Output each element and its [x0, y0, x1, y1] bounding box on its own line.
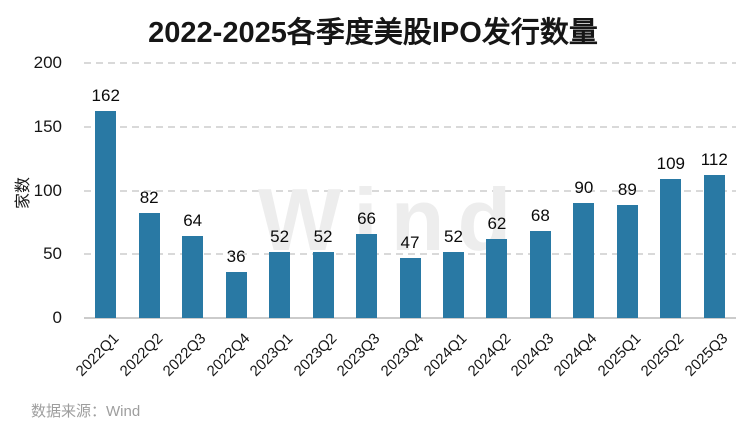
- bar-2025Q2: [660, 179, 682, 318]
- bar-value-label-2024Q3: 68: [530, 206, 550, 226]
- gridline-200: [84, 62, 736, 64]
- bar-2024Q2: [486, 238, 508, 318]
- bar-value-label-2022Q2: 82: [139, 188, 159, 208]
- bar-2022Q3: [182, 236, 204, 318]
- x-tick-label-2024Q3: 2024Q3: [507, 330, 558, 380]
- bar-value-label-2024Q2: 62: [487, 213, 507, 233]
- bar-value-label-2023Q3: 66: [357, 208, 376, 228]
- chart-title: 2022-2025各季度美股IPO发行数量: [148, 17, 598, 49]
- x-tick-label-2024Q4: 2024Q4: [551, 330, 601, 380]
- x-tick-label-2022Q2: 2022Q2: [116, 330, 167, 380]
- bar-2023Q1: [269, 251, 291, 318]
- y-tick-label-100: 100: [33, 180, 62, 200]
- bar-2024Q3: [529, 231, 551, 318]
- x-tick-label-2023Q3: 2023Q3: [333, 330, 384, 380]
- y-axis-title: 家数: [15, 177, 32, 210]
- y-tick-label-200: 200: [33, 53, 62, 72]
- bar-value-label-2025Q1: 89: [617, 179, 637, 199]
- bar-value-label-2023Q1: 52: [270, 226, 290, 246]
- data-source-note: 数据来源：Wind: [31, 403, 141, 420]
- bar-2025Q1: [616, 204, 638, 318]
- bar-value-label-2025Q3: 112: [700, 150, 728, 170]
- bar-2023Q3: [356, 233, 378, 318]
- y-tick-label-50: 50: [43, 244, 62, 264]
- x-tick-label-2025Q3: 2025Q3: [681, 330, 732, 380]
- x-tick-label-2025Q2: 2025Q2: [638, 330, 688, 380]
- x-tick-label-2022Q3: 2022Q3: [159, 330, 210, 380]
- bar-value-label-2022Q3: 64: [183, 211, 203, 231]
- bar-value-label-2024Q1: 52: [443, 226, 463, 246]
- bar-2025Q3: [703, 175, 725, 318]
- x-tick-label-2023Q4: 2023Q4: [377, 330, 428, 380]
- bar-value-label-2022Q1: 162: [91, 86, 120, 106]
- bar-2022Q1: [95, 111, 117, 318]
- gridline-50: [84, 253, 736, 256]
- x-tick-label-2025Q1: 2025Q1: [594, 330, 645, 380]
- bar-value-label-2023Q2: 52: [313, 226, 333, 246]
- x-tick-label-2023Q2: 2023Q2: [290, 330, 341, 380]
- bar-value-label-2022Q4: 36: [226, 247, 246, 267]
- bar-value-label-2025Q2: 109: [656, 154, 685, 174]
- bar-value-label-2024Q4: 90: [574, 178, 594, 198]
- bar-value-label-2023Q4: 47: [400, 233, 420, 253]
- x-axis-line: [84, 317, 736, 319]
- bar-2023Q4: [399, 258, 421, 318]
- wind-watermark: Wind: [258, 170, 525, 269]
- bar-2022Q2: [138, 213, 160, 318]
- x-tick-label-2023Q1: 2023Q1: [246, 330, 297, 380]
- bar-2024Q4: [573, 203, 595, 318]
- y-tick-label-0: 0: [52, 308, 62, 327]
- x-tick-label-2022Q4: 2022Q4: [203, 330, 254, 380]
- gridline-100: [84, 189, 736, 192]
- bar-2022Q4: [225, 272, 247, 318]
- gridline-150: [84, 125, 736, 128]
- y-tick-label-150: 150: [33, 116, 62, 136]
- bar-2024Q1: [442, 251, 464, 318]
- bar-2023Q2: [312, 251, 334, 318]
- x-tick-label-2024Q2: 2024Q2: [464, 330, 514, 380]
- x-tick-label-2022Q1: 2022Q1: [72, 330, 123, 380]
- x-tick-label-2024Q1: 2024Q1: [420, 330, 471, 380]
